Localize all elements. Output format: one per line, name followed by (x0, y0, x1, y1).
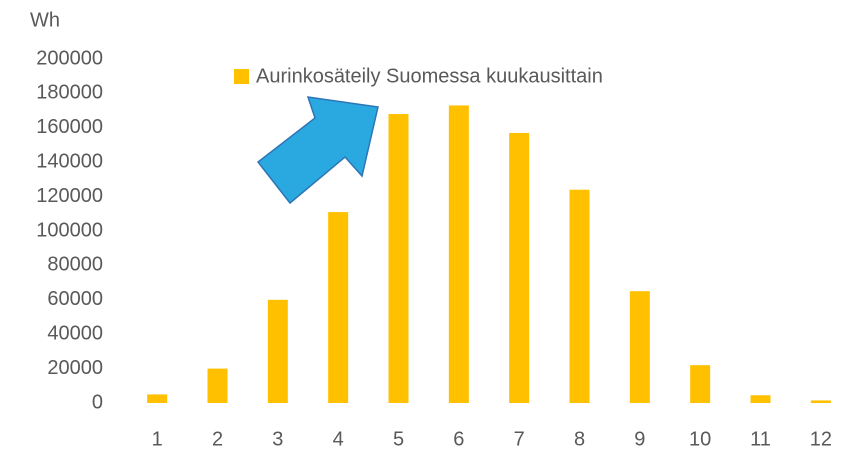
x-tick-label: 3 (272, 428, 283, 450)
bar (267, 299, 288, 403)
bar (750, 395, 771, 403)
y-tick-label: 100000 (36, 219, 103, 241)
x-tick-label: 9 (634, 428, 645, 450)
bar (569, 189, 590, 403)
bar (388, 114, 409, 403)
bar (207, 368, 228, 403)
y-tick-label: 160000 (36, 116, 103, 138)
y-tick-label: 180000 (36, 82, 103, 104)
y-tick-label: 40000 (47, 322, 103, 344)
legend-swatch (234, 69, 249, 84)
y-tick-label: 200000 (36, 47, 103, 69)
y-tick-label: 60000 (47, 288, 103, 310)
x-tick-label: 8 (574, 428, 585, 450)
arrow (256, 96, 379, 205)
y-tick-label: 120000 (36, 185, 103, 207)
bar (448, 105, 469, 403)
bar (690, 365, 711, 403)
legend-label: Aurinkosäteily Suomessa kuukausittain (256, 65, 603, 87)
bar (509, 132, 530, 403)
bar (629, 291, 650, 403)
x-tick-label: 2 (212, 428, 223, 450)
y-tick-label: 140000 (36, 150, 103, 172)
x-tick-label: 4 (333, 428, 344, 450)
x-tick-label: 11 (750, 428, 771, 450)
bar (147, 394, 168, 403)
x-tick-label: 7 (514, 428, 525, 450)
x-tick-label: 1 (152, 428, 163, 450)
x-tick-label: 12 (810, 428, 832, 450)
x-tick-label: 5 (393, 428, 404, 450)
y-axis-label: Wh (30, 9, 60, 31)
x-tick-label: 10 (689, 428, 711, 450)
y-tick-label: 80000 (47, 254, 103, 276)
bar (810, 400, 831, 403)
y-tick-label: 20000 (47, 357, 103, 379)
x-tick-label: 6 (453, 428, 464, 450)
y-tick-label: 0 (92, 391, 103, 413)
bar (328, 212, 349, 403)
